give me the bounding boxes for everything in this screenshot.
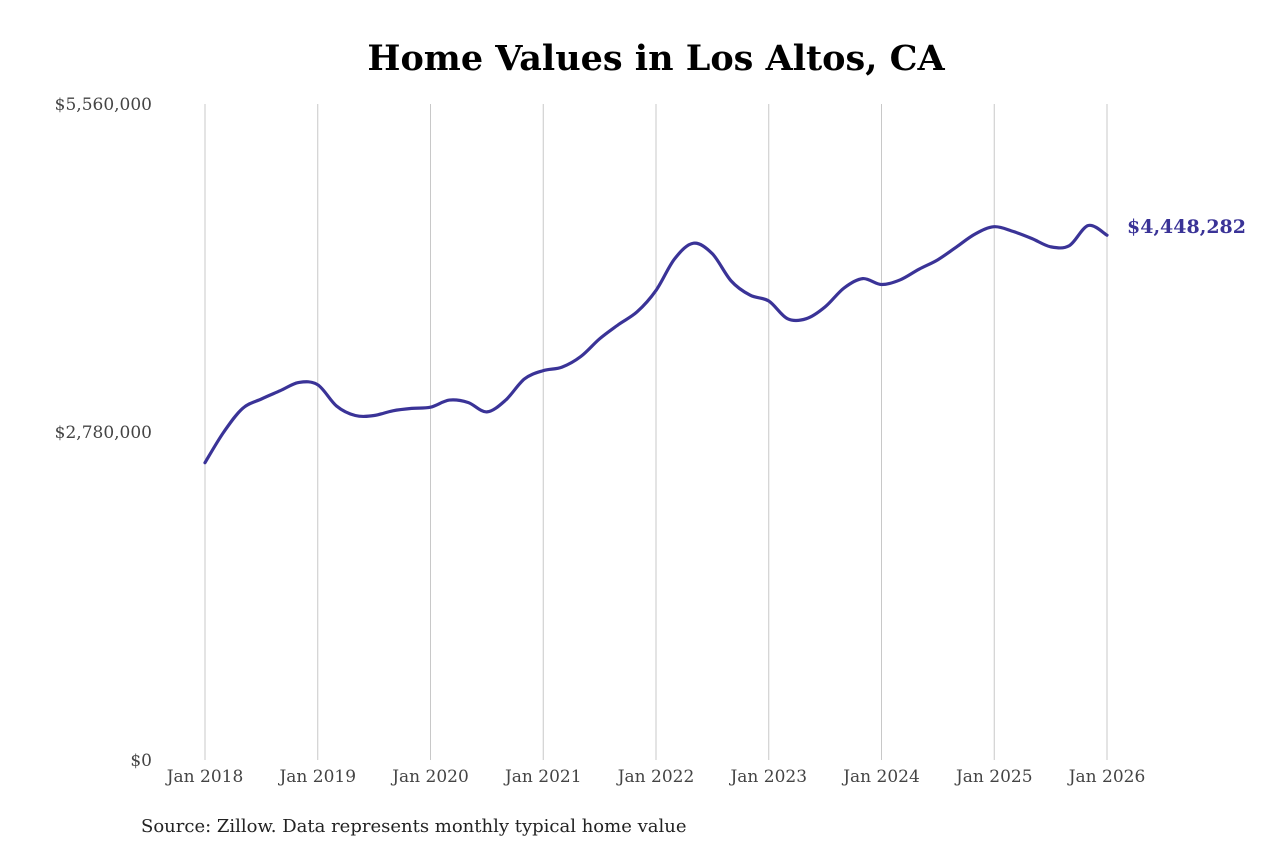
x-tick-label: Jan 2024 [841, 767, 920, 787]
y-tick-label: $5,560,000 [55, 95, 152, 115]
x-tick-label: Jan 2023 [728, 767, 807, 787]
x-tick-label: Jan 2021 [503, 767, 582, 787]
x-tick-label: Jan 2019 [277, 767, 356, 787]
x-tick-label: Jan 2020 [390, 767, 469, 787]
x-tick-label: Jan 2025 [954, 767, 1033, 787]
x-tick-label: Jan 2026 [1067, 767, 1146, 787]
x-tick-label: Jan 2018 [165, 767, 244, 787]
chart-title: Home Values in Los Altos, CA [367, 38, 945, 79]
source-note: Source: Zillow. Data represents monthly … [141, 816, 687, 837]
end-value-label: $4,448,282 [1127, 216, 1246, 238]
y-tick-label: $2,780,000 [55, 423, 152, 443]
series-line [203, 223, 1109, 465]
x-tick-label: Jan 2022 [616, 767, 695, 787]
y-tick-label: $0 [130, 751, 152, 771]
